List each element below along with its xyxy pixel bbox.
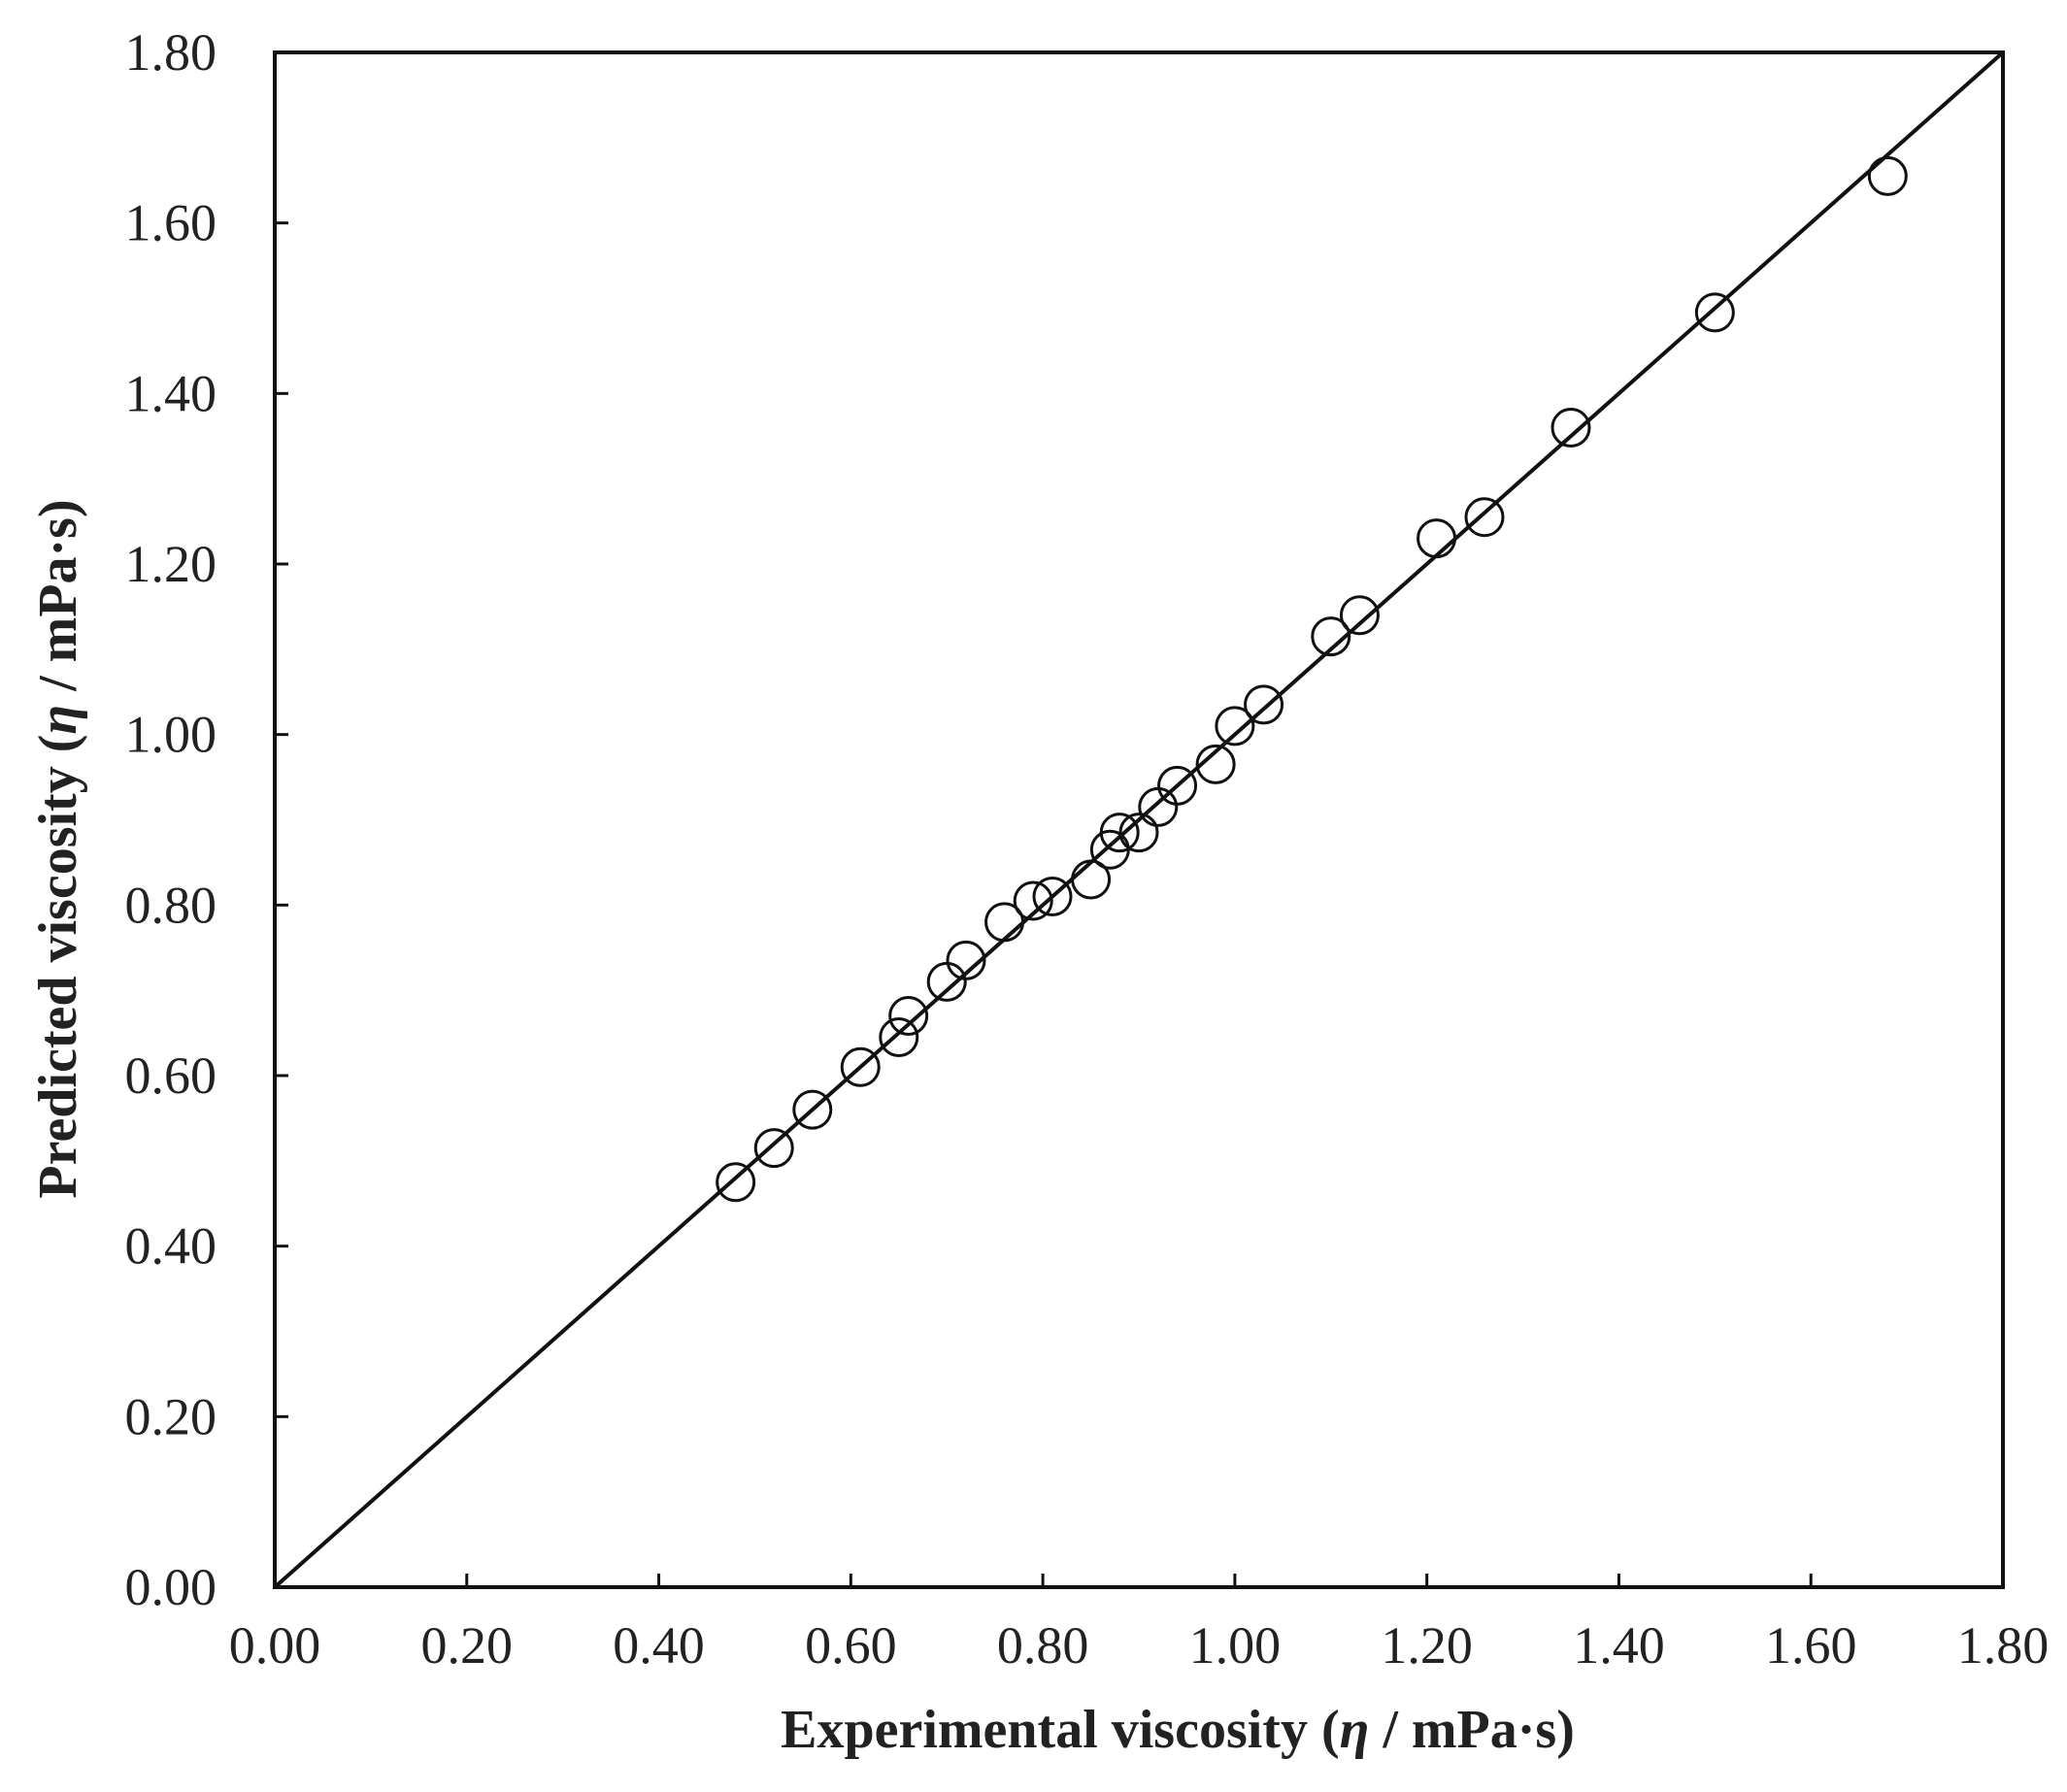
x-tick-label: 0.80	[997, 1616, 1089, 1675]
data-point	[1339, 595, 1380, 636]
x-axis-title: Experimental viscosity (η / mPa·s)	[781, 1700, 1575, 1760]
data-point	[1694, 292, 1735, 333]
data-point	[1311, 616, 1351, 657]
data-point	[1244, 684, 1284, 725]
data-point	[1215, 706, 1255, 747]
y-tick-label: 0.40	[125, 1217, 217, 1276]
data-point	[926, 961, 967, 1002]
data-point	[1464, 497, 1505, 538]
y-tick-label: 1.00	[125, 706, 217, 764]
y-tick-label: 1.60	[125, 194, 217, 252]
plot-frame	[273, 50, 2005, 1589]
data-point	[1118, 813, 1159, 853]
y-tick-label: 1.40	[125, 364, 217, 422]
x-tick-label: 0.40	[613, 1616, 705, 1675]
data-point	[1550, 407, 1591, 448]
y-tick-label: 0.00	[125, 1558, 217, 1616]
data-point	[716, 1162, 756, 1203]
data-point	[879, 1016, 919, 1057]
y-axis-title: Predicted viscosity (η / mPa·s)	[28, 499, 88, 1198]
y-tick-label: 1.80	[125, 23, 217, 82]
data-point	[1195, 744, 1236, 784]
y-tick-label: 0.20	[125, 1387, 217, 1445]
x-tick-label: 0.60	[805, 1616, 897, 1675]
data-point	[888, 996, 929, 1037]
y-tick-label: 0.60	[125, 1046, 217, 1105]
data-point	[1867, 155, 1908, 196]
x-tick-labels: 0.00 0.20 0.40 0.60 0.80 1.00 1.20 1.40 1.60 1.80	[229, 1616, 2050, 1675]
data-point	[792, 1089, 833, 1130]
data-point	[984, 902, 1025, 943]
x-tick-label: 1.20	[1381, 1616, 1473, 1675]
data-point	[1138, 786, 1179, 827]
parity-line	[273, 50, 2005, 1589]
x-tick-label: 0.20	[421, 1616, 514, 1675]
data-point	[1032, 877, 1073, 917]
y-tick-labels: 0.00 0.20 0.40 0.60 0.80 1.00 1.20 1.40 1.60 1.80	[125, 23, 217, 1616]
points-layer	[716, 155, 1908, 1203]
y-tick-label: 1.20	[125, 535, 217, 593]
data-point	[1157, 765, 1198, 806]
data-point	[1013, 880, 1053, 921]
x-tick-label: 1.80	[1957, 1616, 2050, 1675]
data-point	[1071, 859, 1112, 900]
data-point	[753, 1128, 794, 1169]
x-tick-label: 0.00	[229, 1616, 321, 1675]
x-tick-label: 1.00	[1189, 1616, 1282, 1675]
data-point	[1099, 813, 1140, 853]
data-point	[946, 940, 986, 980]
data-point	[1417, 518, 1457, 559]
x-tick-label: 1.40	[1573, 1616, 1665, 1675]
data-point	[840, 1046, 881, 1087]
x-tick-label: 1.60	[1765, 1616, 1857, 1675]
y-tick-label: 0.80	[125, 876, 217, 934]
